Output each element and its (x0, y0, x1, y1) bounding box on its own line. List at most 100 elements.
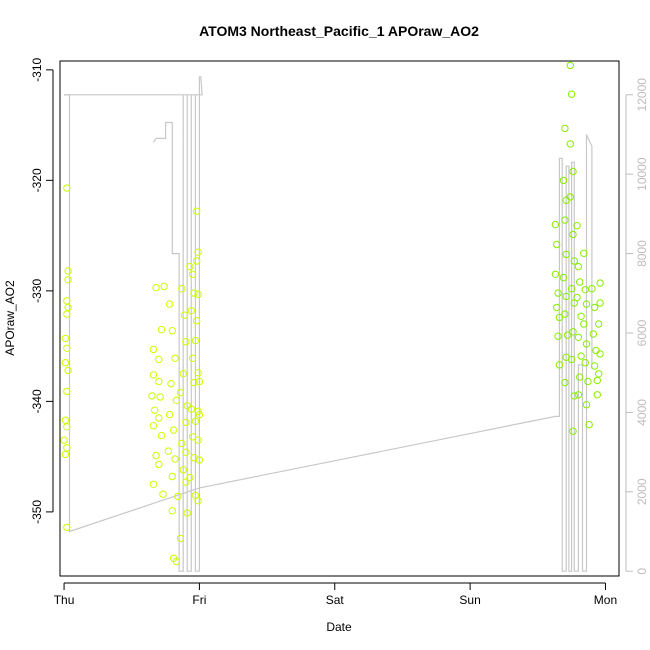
data-point (585, 420, 593, 429)
data-point (186, 262, 194, 271)
data-point (188, 354, 197, 362)
data-point (187, 405, 196, 413)
data-point (149, 371, 158, 379)
data-point (165, 410, 174, 419)
data-point (577, 312, 585, 320)
data-point (593, 376, 601, 385)
data-point (562, 250, 570, 259)
data-point (569, 167, 577, 176)
data-point (561, 124, 569, 133)
data-point (569, 427, 577, 435)
data-point (149, 422, 158, 430)
data-point (155, 377, 163, 386)
data-point (164, 447, 173, 455)
y2-tick-label: 4000 (635, 399, 649, 426)
left-axis: -350 -340 -330 -320 -310 (30, 58, 54, 524)
data-point (554, 289, 562, 297)
data-point (194, 369, 202, 377)
y-tick-label: -350 (30, 500, 44, 524)
data-point (64, 303, 72, 312)
series-line-2 (64, 76, 203, 572)
data-point (171, 455, 179, 463)
data-point (566, 140, 574, 148)
data-point (63, 184, 71, 192)
y2-tick-label: 0 (635, 568, 649, 575)
data-point (155, 414, 163, 422)
data-point (178, 439, 186, 448)
data-point (63, 523, 71, 532)
data-point (573, 222, 581, 230)
data-point (573, 293, 581, 302)
data-point (168, 472, 177, 481)
y-axis-label: APOraw_AO2 (3, 280, 17, 356)
data-point (148, 392, 156, 400)
data-point (63, 423, 71, 431)
data-point (581, 359, 589, 367)
data-point (576, 373, 584, 381)
data-point (61, 359, 70, 367)
data-point (590, 362, 599, 370)
data-point (156, 393, 164, 401)
y-tick-label: -340 (30, 389, 44, 413)
data-point (190, 289, 198, 297)
data-point (570, 392, 578, 400)
data-point (582, 300, 591, 308)
data-point (590, 303, 599, 312)
data-point (61, 450, 70, 459)
data-point (194, 407, 202, 415)
data-point (569, 230, 577, 239)
data-point (193, 317, 201, 325)
x-tick-label: Sun (459, 593, 480, 607)
data-point (567, 285, 576, 293)
y2-tick-label: 12000 (635, 78, 649, 112)
data-point (172, 396, 181, 404)
data-point (592, 346, 600, 355)
data-point (194, 497, 202, 505)
data-point (170, 426, 178, 434)
y-tick-label: -310 (30, 58, 44, 82)
data-point (563, 331, 572, 339)
data-point (562, 292, 570, 301)
data-point (178, 285, 186, 293)
x-tick-label: Fri (192, 593, 206, 607)
data-point (168, 507, 177, 515)
data-point (155, 355, 163, 364)
series-line-1 (64, 94, 593, 572)
data-point (559, 273, 568, 282)
data-point (574, 391, 583, 399)
data-point (554, 332, 562, 340)
x-axis-label: Date (326, 620, 352, 634)
data-point (580, 320, 588, 328)
data-point (167, 380, 175, 388)
data-point (152, 283, 160, 292)
data-point (596, 299, 604, 307)
data-point (194, 248, 202, 256)
data-point (561, 216, 569, 224)
data-point (582, 340, 591, 348)
data-point (63, 310, 71, 318)
data-point (191, 417, 200, 425)
data-point (595, 370, 603, 378)
data-point (553, 303, 561, 312)
data-point (569, 328, 577, 336)
data-point (555, 313, 564, 322)
data-point (151, 406, 159, 414)
data-point (195, 456, 204, 464)
data-point (191, 336, 200, 345)
data-point (172, 557, 181, 566)
data-point (567, 90, 576, 98)
data-point (61, 334, 70, 343)
data-point (570, 257, 578, 265)
data-point (188, 270, 197, 278)
data-point (195, 410, 204, 419)
data-point (64, 267, 72, 275)
data-point (159, 490, 167, 498)
data-point (593, 391, 601, 399)
data-point (596, 279, 604, 287)
data-point (155, 460, 163, 469)
data-point (574, 262, 583, 271)
data-point (551, 220, 560, 229)
data-point (588, 285, 596, 293)
x-tick-label: Mon (594, 593, 617, 607)
